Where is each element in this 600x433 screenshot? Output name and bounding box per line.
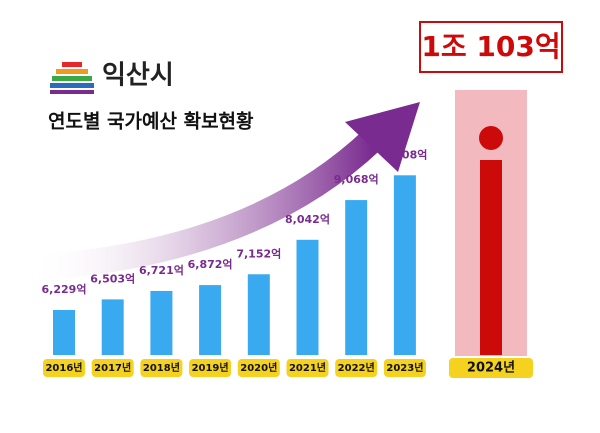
bar [150, 290, 173, 355]
x-label-box [383, 359, 426, 377]
x-label-box [237, 359, 280, 377]
value-label: 7,152억 [236, 247, 281, 260]
x-label-box [189, 359, 232, 377]
x-label-box [91, 359, 134, 377]
x-tick-label: 2017년 [94, 361, 131, 374]
bar [393, 175, 416, 355]
x-label-box [43, 359, 85, 377]
chart-title: 연도별 국가예산 확보현황 [48, 110, 254, 133]
x-label-box [449, 358, 533, 378]
growth-arrow-head [345, 102, 420, 172]
x-tick-label: 2022년 [338, 361, 375, 374]
bar [199, 285, 222, 355]
bar [296, 239, 319, 355]
value-label: 6,503억 [90, 272, 135, 285]
bar [247, 274, 270, 355]
x-tick-label: 2020년 [240, 361, 277, 374]
x-label-box [140, 359, 183, 377]
x-tick-label: 2024년 [467, 361, 515, 376]
value-label: 6,721억 [139, 264, 184, 277]
logo-icon [50, 62, 94, 94]
value-label: 1조 103억 [421, 30, 560, 63]
bar [480, 160, 502, 355]
x-tick-label: 2023년 [386, 361, 423, 374]
value-label: 6,229억 [42, 283, 87, 296]
bar-dot [479, 126, 503, 150]
bar [53, 310, 75, 355]
bar [101, 299, 124, 355]
highlight-box [419, 21, 563, 73]
value-label: 8,042억 [285, 213, 330, 226]
value-label: 9,708억 [382, 148, 427, 161]
x-label-box [335, 359, 378, 377]
value-label: 9,068억 [334, 173, 379, 186]
value-label: 6,872억 [188, 258, 233, 271]
x-tick-label: 2016년 [45, 361, 82, 374]
growth-arrow [29, 130, 381, 281]
brand: 익산시 [102, 61, 174, 91]
x-label-box [286, 359, 329, 377]
x-tick-label: 2021년 [289, 361, 326, 374]
bar [345, 200, 368, 355]
x-tick-label: 2018년 [143, 361, 180, 374]
x-tick-label: 2019년 [192, 361, 229, 374]
